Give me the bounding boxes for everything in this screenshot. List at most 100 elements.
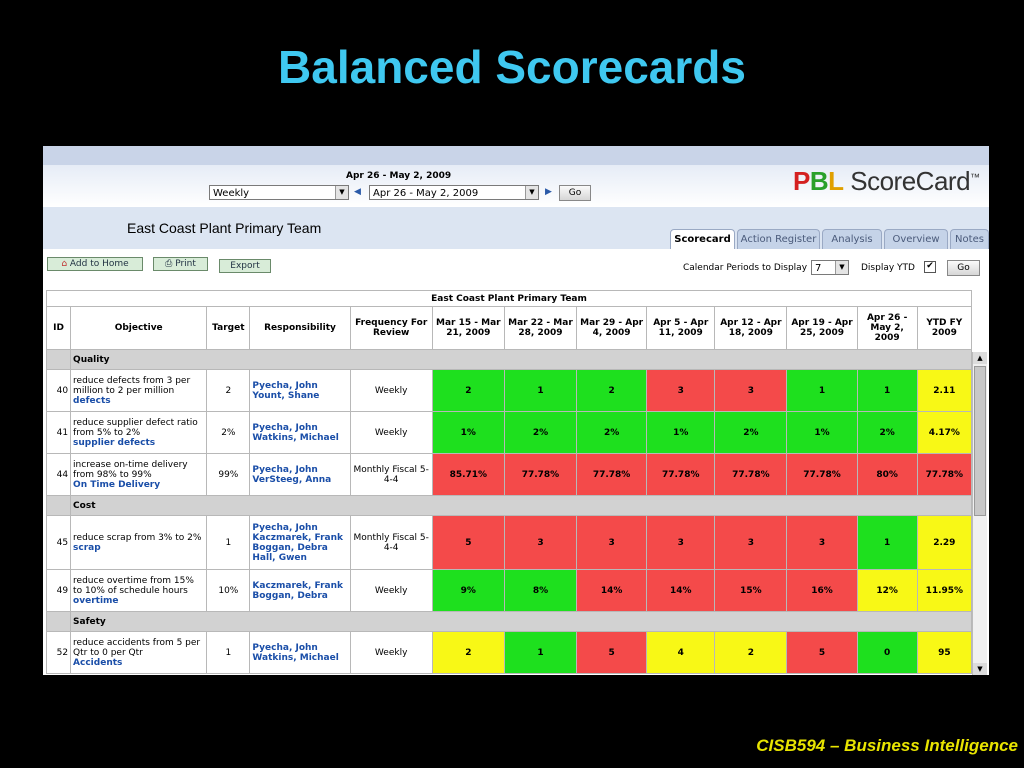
metric-value-cell: 16%: [786, 569, 858, 612]
calendar-periods-select[interactable]: 7 ▼: [811, 260, 849, 275]
row-target: 10%: [206, 569, 251, 612]
objective-text: reduce defects from 3 per million to 2 p…: [73, 375, 191, 396]
metric-value-cell: 2%: [576, 411, 648, 454]
print-button[interactable]: ⎙ Print: [153, 257, 208, 271]
tab-notes[interactable]: Notes: [950, 229, 989, 249]
calendar-periods-label: Calendar Periods to Display: [683, 263, 808, 273]
metric-value-cell: 11.95%: [916, 569, 973, 612]
objective-text: reduce scrap from 3% to 2%: [73, 532, 202, 543]
section-title: Safety: [70, 611, 972, 632]
calendar-periods-value: 7: [815, 263, 822, 274]
printer-icon: ⎙: [165, 259, 173, 269]
row-target: 2%: [206, 411, 251, 454]
objective-link[interactable]: scrap: [73, 542, 101, 553]
section-spacer: [45, 495, 72, 516]
metric-value-cell: 3: [576, 515, 648, 570]
metric-value-cell: 0: [856, 631, 918, 674]
metric-value-cell: 2%: [503, 411, 578, 454]
metric-value-cell: 3: [646, 515, 716, 570]
export-button[interactable]: Export: [219, 259, 271, 273]
row-id: 41: [45, 411, 72, 454]
column-header: Frequency For Review: [349, 306, 433, 350]
ytd-go-button[interactable]: Go: [947, 260, 980, 276]
row-responsibility: Pyecha, John Watkins, Michael: [249, 631, 351, 674]
add-to-home-button[interactable]: ⌂ Add to Home: [47, 257, 143, 271]
row-objective: reduce supplier defect ratio from 5% to …: [70, 411, 208, 454]
slide-footer: CISB594 – Business Intelligence: [756, 736, 1018, 755]
objective-link[interactable]: On Time Delivery: [73, 479, 161, 490]
metric-value-cell: 2: [431, 631, 505, 674]
metric-value-cell: 12%: [856, 569, 918, 612]
row-target: 2: [206, 369, 251, 412]
metric-value-cell: 3: [646, 369, 716, 412]
column-header: Mar 15 - Mar 21, 2009: [431, 306, 505, 350]
metric-value-cell: 5: [576, 631, 648, 674]
next-period-icon[interactable]: ▶: [545, 187, 552, 197]
row-frequency: Weekly: [349, 369, 433, 412]
metric-value-cell: 80%: [856, 453, 918, 496]
metric-value-cell: 1%: [431, 411, 505, 454]
tab-action-register[interactable]: Action Register: [737, 229, 820, 249]
column-header: Objective: [70, 306, 208, 350]
pbl-scorecard-logo: PBL ScoreCard™: [793, 166, 980, 196]
period-select-value: Apr 26 - May 2, 2009: [373, 188, 479, 199]
scroll-down-icon[interactable]: ▼: [973, 663, 987, 675]
metric-value-cell: 77.78%: [916, 453, 973, 496]
column-header: Apr 19 - Apr 25, 2009: [786, 306, 858, 350]
metric-value-cell: 2%: [714, 411, 788, 454]
objective-link[interactable]: overtime: [73, 595, 119, 606]
metric-value-cell: 1: [503, 369, 578, 412]
vertical-scrollbar[interactable]: ▲ ▼: [972, 352, 987, 675]
period-label: Apr 26 - May 2, 2009: [346, 171, 452, 181]
row-target: 1: [206, 631, 251, 674]
metric-value-cell: 95: [916, 631, 973, 674]
metric-value-cell: 2%: [856, 411, 918, 454]
row-frequency: Monthly Fiscal 5-4-4: [349, 453, 433, 496]
objective-link[interactable]: Accidents: [73, 657, 123, 668]
row-id: 49: [45, 569, 72, 612]
chevron-down-icon: ▼: [835, 261, 848, 274]
objective-link[interactable]: defects: [73, 395, 111, 406]
metric-value-cell: 1%: [786, 411, 858, 454]
metric-value-cell: 2: [431, 369, 505, 412]
metric-value-cell: 77.78%: [503, 453, 578, 496]
row-objective: increase on-time delivery from 98% to 99…: [70, 453, 208, 496]
row-responsibility: Kaczmarek, Frank Boggan, Debra: [249, 569, 351, 612]
previous-period-icon[interactable]: ◀: [354, 187, 361, 197]
row-frequency: Monthly Fiscal 5-4-4: [349, 515, 433, 570]
row-id: 40: [45, 369, 72, 412]
column-header: Apr 5 - Apr 11, 2009: [646, 306, 716, 350]
table-row: 49 reduce overtime from 15% to 10% of sch…: [45, 569, 973, 612]
metric-value-cell: 77.78%: [714, 453, 788, 496]
tab-analysis[interactable]: Analysis: [822, 229, 882, 249]
tab-overview[interactable]: Overview: [884, 229, 948, 249]
row-id: 52: [45, 631, 72, 674]
row-responsibility: Pyecha, John Watkins, Michael: [249, 411, 351, 454]
metric-value-cell: 77.78%: [646, 453, 716, 496]
section-title: Quality: [70, 349, 972, 370]
row-id: 45: [45, 515, 72, 570]
objective-link[interactable]: supplier defects: [73, 437, 156, 448]
row-responsibility: Pyecha, John Kaczmarek, Frank Boggan, De…: [249, 515, 351, 570]
metric-value-cell: 4: [646, 631, 716, 674]
objective-text: reduce accidents from 5 per Qtr to 0 per…: [73, 637, 201, 658]
home-icon: ⌂: [61, 259, 68, 269]
period-select[interactable]: Apr 26 - May 2, 2009 ▼: [369, 185, 539, 200]
section-header-row: Quality: [45, 349, 972, 370]
go-button[interactable]: Go: [559, 185, 591, 201]
row-frequency: Weekly: [349, 411, 433, 454]
column-header: Target: [206, 306, 251, 350]
tab-scorecard[interactable]: Scorecard: [670, 229, 735, 249]
section-title: Cost: [70, 495, 972, 516]
frequency-select[interactable]: Weekly ▼: [209, 185, 349, 200]
metric-value-cell: 3: [714, 369, 788, 412]
scroll-thumb[interactable]: [974, 366, 986, 516]
table-row: 52 reduce accidents from 5 per Qtr to 0 p…: [45, 631, 973, 674]
column-header: Apr 12 - Apr 18, 2009: [714, 306, 788, 350]
chevron-down-icon: ▼: [335, 186, 348, 199]
scroll-up-icon[interactable]: ▲: [973, 352, 987, 364]
display-ytd-checkbox[interactable]: ✔: [924, 261, 936, 273]
metric-value-cell: 14%: [646, 569, 716, 612]
top-bar: [43, 146, 989, 165]
section-header-row: Cost: [45, 495, 972, 516]
